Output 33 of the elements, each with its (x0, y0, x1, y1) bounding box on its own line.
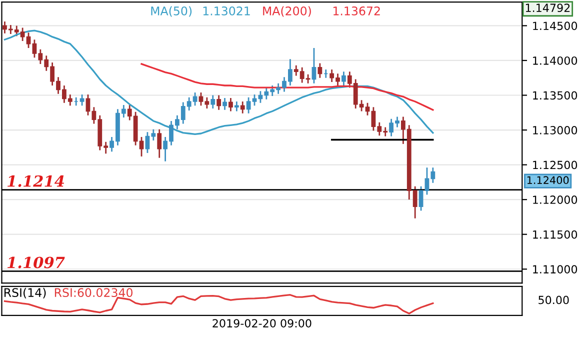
text: MA(50) (151, 6, 192, 17)
candlestick (157, 128, 162, 159)
text: 2019-02-20 09:00 (212, 319, 312, 328)
ref-line-label: 1.1097 (8, 256, 65, 268)
y-tick-label: 1.12500 (533, 160, 578, 170)
candlestick (80, 94, 84, 106)
candlestick (228, 97, 233, 112)
line-series (140, 63, 434, 111)
text: 1.14792 (526, 4, 570, 12)
y-tick-label: 1.14500 (533, 22, 578, 30)
candlestick (240, 100, 245, 114)
text: 50.00 (538, 296, 569, 304)
text: MA(200) (263, 6, 311, 17)
y-tick-label: 1.12000 (533, 196, 578, 204)
y-tick-label: 1.13000 (533, 126, 578, 134)
candlestick (342, 70, 346, 86)
candlestick (234, 100, 239, 112)
series-label: RSI:60.02340 (54, 288, 132, 298)
candlestick (222, 97, 227, 111)
y-tick-label: 1.13500 (533, 91, 578, 100)
candlestick (318, 62, 322, 79)
y-tick-label: 1.11000 (533, 265, 578, 274)
candlestick (216, 94, 222, 111)
annotation: 1.13672 (333, 6, 380, 16)
ref-line-label: 1.1214 (8, 175, 64, 187)
chart-title: RSI(14) (4, 288, 46, 298)
candlestick (210, 94, 216, 110)
y-tick-label: 1.14000 (533, 56, 578, 65)
text: 1.12400 (527, 176, 569, 184)
annotation: 1.13021 (203, 6, 250, 16)
y-tick-label: 1.11500 (533, 230, 578, 239)
candlestick (312, 47, 316, 84)
candlestick (418, 186, 424, 212)
